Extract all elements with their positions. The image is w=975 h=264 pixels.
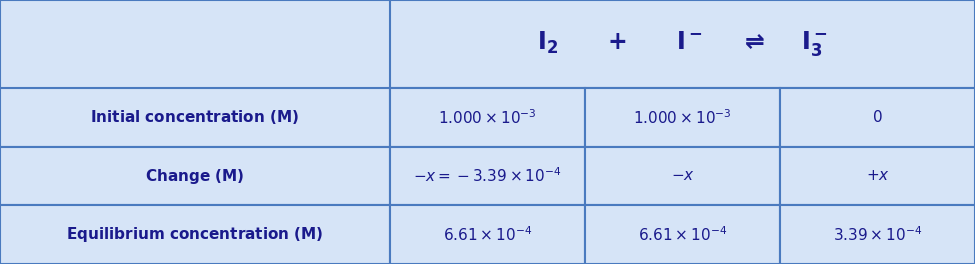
Bar — [390, 205, 585, 264]
Text: $\mathbf{I_2}$      $\mathbf{+}$      $\mathbf{I^-}$    $\mathbf{\rightleftharpo: $\mathbf{I_2}$ $\mathbf{+}$ $\mathbf{I^-… — [537, 30, 828, 59]
Bar — [780, 147, 975, 205]
Text: $\bf{Change\ (}$$\mathit{\bf{M}}$$\bf{)}$: $\bf{Change\ (}$$\mathit{\bf{M}}$$\bf{)}… — [145, 167, 245, 186]
Bar — [390, 88, 585, 147]
Bar — [0, 147, 390, 205]
Text: $6.61 \times 10^{-4}$: $6.61 \times 10^{-4}$ — [443, 225, 532, 244]
Bar — [585, 205, 780, 264]
Bar — [585, 88, 780, 147]
Text: $\bf{Initial\ concentration\ (}$$\mathit{\bf{M}}$$\bf{)}$: $\bf{Initial\ concentration\ (}$$\mathit… — [91, 108, 299, 126]
Text: $6.61 \times 10^{-4}$: $6.61 \times 10^{-4}$ — [638, 225, 727, 244]
Bar — [0, 88, 390, 147]
Text: $1.000 \times 10^{-3}$: $1.000 \times 10^{-3}$ — [438, 108, 537, 127]
Text: $3.39 \times 10^{-4}$: $3.39 \times 10^{-4}$ — [833, 225, 922, 244]
Bar — [780, 88, 975, 147]
Text: $0$: $0$ — [873, 109, 882, 125]
Text: $+x$: $+x$ — [866, 168, 889, 183]
Text: $-x$: $-x$ — [671, 168, 694, 183]
Bar — [390, 147, 585, 205]
Text: $-x = -3.39 \times 10^{-4}$: $-x = -3.39 \times 10^{-4}$ — [413, 167, 562, 185]
Text: $\bf{Equilibrium\ concentration\ (}$$\mathit{\bf{M}}$$\bf{)}$: $\bf{Equilibrium\ concentration\ (}$$\ma… — [66, 225, 324, 244]
Bar — [0, 205, 390, 264]
Bar — [390, 0, 975, 88]
Bar — [780, 205, 975, 264]
Bar — [585, 147, 780, 205]
Text: $1.000 \times 10^{-3}$: $1.000 \times 10^{-3}$ — [633, 108, 732, 127]
